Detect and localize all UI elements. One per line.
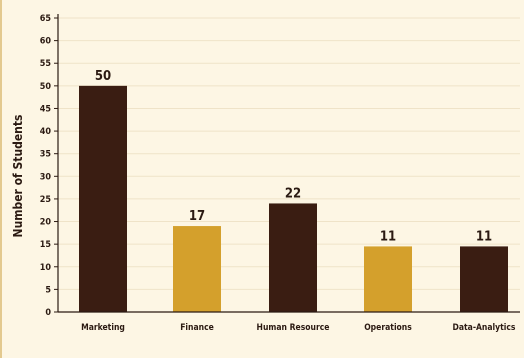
y-tick-label: 0	[45, 308, 51, 318]
x-tick-label: Data-Analytics	[453, 323, 516, 333]
x-tick-label: Marketing	[81, 323, 125, 333]
bar	[79, 85, 127, 312]
bar	[364, 246, 412, 312]
chart-frame-edge	[0, 0, 2, 358]
y-tick-label: 60	[40, 37, 52, 47]
x-tick-label: Finance	[180, 323, 214, 333]
y-tick-label: 45	[40, 104, 52, 114]
y-tick-label: 50	[40, 82, 52, 92]
data-label: 17	[189, 209, 205, 224]
bar	[173, 226, 221, 312]
y-tick-label: 30	[40, 172, 52, 182]
y-tick-label: 5	[45, 285, 51, 295]
gridlines	[58, 17, 520, 290]
data-label: 50	[95, 69, 111, 84]
y-tick-label: 35	[40, 150, 52, 160]
y-tick-label: 10	[40, 263, 52, 273]
x-tick-label: Operations	[364, 323, 412, 333]
y-axis-title: Number of Students	[11, 115, 25, 238]
y-tick-label: 65	[40, 14, 52, 24]
y-tick-label: 15	[40, 240, 52, 250]
y-tick-label: 55	[40, 59, 52, 69]
data-label: 22	[285, 186, 301, 201]
y-tick-label: 25	[40, 195, 52, 205]
data-label: 11	[476, 229, 492, 244]
bars	[79, 85, 508, 312]
bar	[269, 203, 317, 312]
labels: 0 5 10 15 20 25 30 35 40 45 50 55 60 65 50 Marketing 17 F…	[40, 14, 516, 333]
x-tick-label: Human Resource	[257, 323, 330, 333]
bar	[460, 246, 508, 312]
data-label: 11	[380, 229, 396, 244]
y-tick-label: 20	[40, 218, 52, 228]
y-tick-label: 40	[40, 127, 52, 137]
axes	[54, 14, 520, 313]
